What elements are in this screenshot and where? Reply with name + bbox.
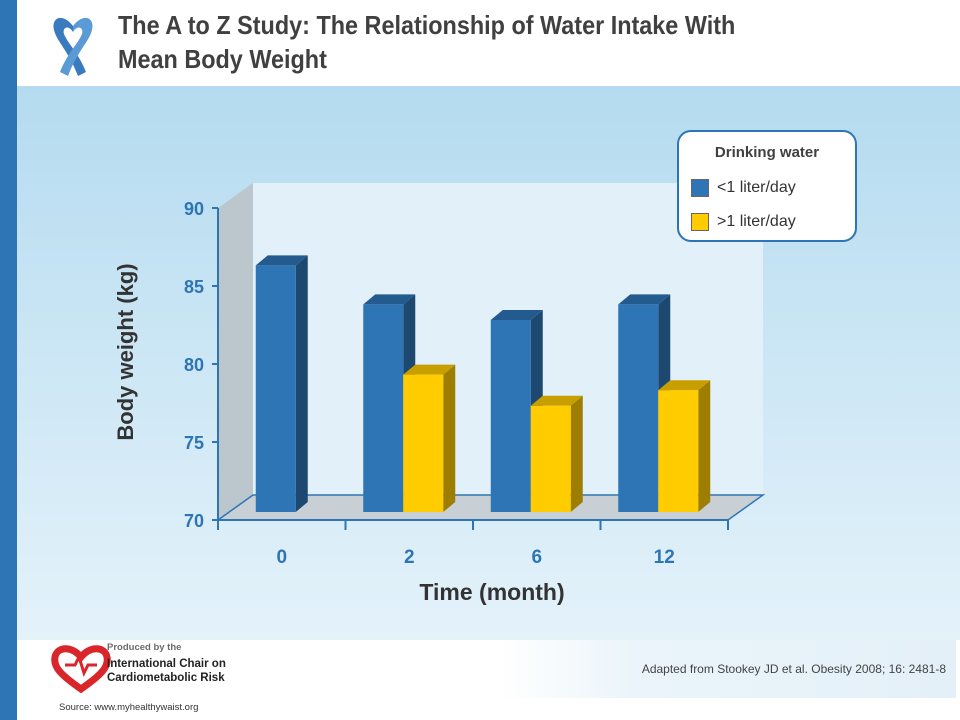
produced-by-label: Produced by the — [107, 642, 182, 653]
y-axis-title: Body weight (kg) — [113, 263, 138, 440]
chair-name-line-1: International Chair on — [107, 658, 226, 670]
legend-title: Drinking water — [714, 144, 820, 161]
bar-top-face — [530, 395, 583, 406]
title-line-2: Mean Body Weight — [118, 44, 327, 74]
awareness-ribbon-icon — [53, 17, 93, 76]
bar-front-face — [363, 304, 404, 512]
x-tick-label: 2 — [404, 547, 415, 568]
x-tick-label: 6 — [531, 547, 542, 568]
bar-low-intake-0 — [255, 255, 308, 512]
bar-high-intake-12 — [658, 380, 711, 512]
legend-label-high-intake: >1 liter/day — [717, 213, 796, 230]
slide-header — [17, 0, 960, 86]
chart-side-wall — [218, 183, 253, 520]
y-tick-label: 85 — [184, 277, 204, 297]
legend-label-low-intake: <1 liter/day — [717, 179, 796, 196]
x-tick-label: 12 — [654, 547, 675, 568]
slide-footer: Produced by the International Chair on C… — [17, 640, 960, 720]
x-axis-title: Time (month) — [419, 579, 564, 605]
bar-top-face — [658, 380, 711, 391]
slide-title: The A to Z Study: The Relationship of Wa… — [118, 8, 802, 76]
title-line-1: The A to Z Study: The Relationship of Wa… — [118, 10, 736, 40]
bar-front-face — [403, 374, 444, 512]
bar-high-intake-6 — [530, 395, 583, 512]
y-tick-label: 70 — [184, 511, 204, 531]
bar-front-face — [255, 265, 296, 512]
x-tick-label: 0 — [276, 547, 287, 568]
citation-reference: Adapted from Stookey JD et al. Obesity 2… — [641, 662, 946, 676]
legend-swatch-yellow — [691, 213, 709, 231]
y-tick-label: 90 — [184, 199, 204, 219]
chair-name-line-2: Cardiometabolic Risk — [107, 672, 225, 684]
y-tick-label: 80 — [184, 355, 204, 375]
bar-side-face — [570, 395, 583, 512]
left-accent-bar — [0, 0, 17, 720]
source-website: Source: www.myhealthywaist.org — [59, 702, 199, 713]
heart-logo-icon — [51, 645, 111, 693]
bar-top-face — [403, 364, 456, 375]
y-tick-label: 75 — [184, 433, 204, 453]
bar-top-face — [363, 294, 416, 305]
chart-legend: Drinking water <1 liter/day >1 liter/day — [677, 130, 857, 242]
bar-top-face — [255, 255, 308, 266]
legend-swatch-blue — [691, 179, 709, 197]
bar-side-face — [698, 380, 711, 512]
bar-side-face — [295, 255, 308, 512]
bar-front-face — [658, 390, 699, 512]
bar-high-intake-2 — [403, 364, 456, 512]
bar-top-face — [490, 310, 543, 320]
bar-front-face — [530, 405, 571, 512]
reference-box: Adapted from Stookey JD et al. Obesity 2… — [500, 640, 956, 698]
bar-top-face — [618, 294, 671, 305]
bar-front-face — [490, 320, 531, 512]
bar-side-face — [443, 364, 456, 512]
bar-front-face — [618, 304, 659, 512]
